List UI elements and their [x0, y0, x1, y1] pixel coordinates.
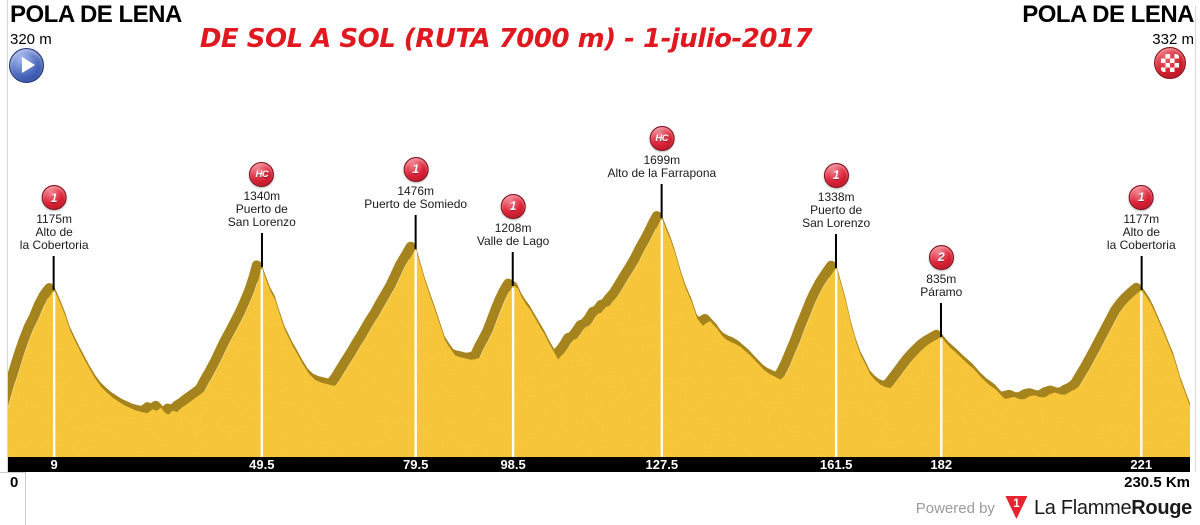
race-title: DE SOL A SOL (RUTA 7000 m) - 1-julio-201… [199, 24, 813, 54]
start-elevation: 320 m [10, 31, 52, 48]
play-icon [9, 48, 44, 83]
brand-text: La FlammeRouge [1034, 497, 1192, 520]
axis-start-label: 0 [10, 474, 19, 491]
checker-pattern [1161, 54, 1179, 72]
chart-right-border [1195, 6, 1196, 472]
flamme-rouge-pennant-icon: 1 [1005, 496, 1028, 520]
brand-prefix: La Flamme [1033, 496, 1132, 519]
finish-elevation: 332 m [1152, 31, 1194, 48]
la-flamme-rouge-logo: 1 La FlammeRouge [1004, 496, 1192, 520]
axis-end-label: 230.5 Km [1124, 474, 1190, 491]
brand-suffix: Rouge [1131, 496, 1192, 519]
start-town-name: POLA DE LENA [10, 1, 182, 28]
distance-axis-bar [8, 457, 1190, 472]
profile-texture [8, 218, 1190, 458]
footer-brand-row: Powered by 1 La FlammeRouge [916, 496, 1192, 520]
finish-checkered-icon [1154, 47, 1186, 79]
finish-town-name: POLA DE LENA [1022, 1, 1194, 28]
powered-by-label: Powered by [915, 499, 995, 517]
summit-lines [52, 220, 1143, 457]
chart-left-border [7, 0, 8, 472]
axis-corner-border [0, 472, 26, 525]
